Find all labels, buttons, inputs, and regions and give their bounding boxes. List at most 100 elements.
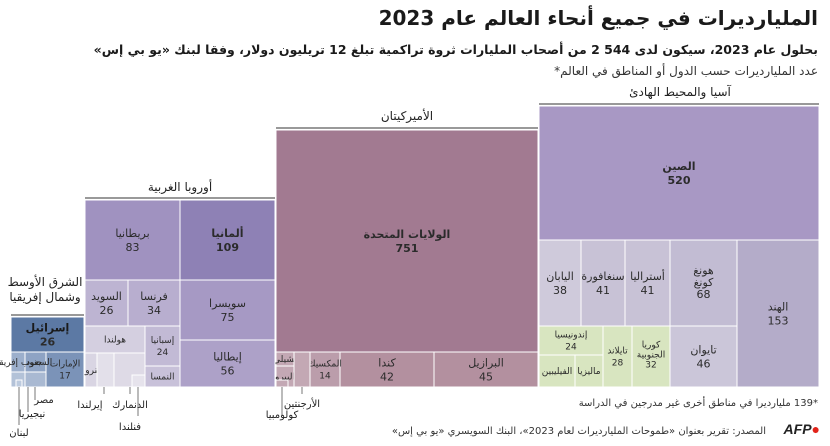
treemap-cell[interactable] — [179, 199, 276, 281]
cell-name-label: البيرو — [274, 373, 295, 383]
cell-value-label: 28 — [612, 359, 624, 369]
cell-name-label: سويسرا — [209, 297, 246, 310]
cell-value-label: 56 — [221, 365, 235, 378]
cell-name-label: الهند — [768, 301, 789, 314]
region-label: آسيا والمحيط الهادئ — [629, 84, 731, 100]
treemap-cell[interactable] — [10, 316, 85, 353]
cell-name-label: إيطاليا — [213, 351, 242, 364]
region-label: أوروبا الغربية — [148, 179, 212, 195]
cell-value-label: 153 — [768, 315, 789, 328]
page-title: المليارديرات في جميع أنحاء العالم عام 20… — [378, 6, 818, 30]
cell-value-label: 38 — [553, 284, 567, 297]
cell-name-label: تايلاند — [607, 347, 628, 357]
treemap-cell[interactable] — [179, 279, 276, 341]
cell-name-label: كوريا الجنوبية — [637, 341, 665, 361]
treemap-cell[interactable] — [538, 325, 604, 356]
treemap-cell[interactable] — [538, 354, 576, 388]
treemap-cell[interactable] — [84, 279, 129, 327]
outside-cell-label: لبنان — [9, 428, 28, 439]
source-note: المصدر: تقرير بعنوان «طموحات المليارديرا… — [391, 426, 766, 437]
treemap-cell[interactable] — [127, 279, 181, 327]
cell-name-label: اليابان — [546, 270, 574, 283]
treemap-cell[interactable] — [275, 129, 539, 353]
region-label: الشرق الأوسط وشمال إفريقيا — [8, 274, 83, 305]
region-label: الأميركيتان — [381, 108, 433, 124]
treemap-cell[interactable] — [15, 379, 23, 388]
cell-value-label: 41 — [596, 284, 610, 297]
treemap-cell[interactable] — [736, 239, 820, 388]
cell-value-label: 26 — [100, 304, 114, 317]
treemap-cell[interactable] — [580, 239, 626, 327]
cell-name-label: ماليزيا — [577, 367, 600, 377]
treemap-cell[interactable] — [624, 239, 671, 327]
cell-value-label: 41 — [641, 284, 655, 297]
cell-value-label: 520 — [668, 174, 691, 187]
outside-cell-label: مصر — [33, 395, 54, 406]
cell-value-label: 68 — [697, 288, 711, 301]
treemap-cell[interactable] — [144, 325, 181, 367]
treemap-cell[interactable] — [24, 371, 47, 388]
cell-name-label: فرنسا — [140, 290, 168, 303]
cell-value-label: 109 — [216, 241, 239, 254]
cell-name-label: تشيلي — [273, 355, 297, 365]
cell-value-label: 24 — [157, 348, 169, 358]
footnote: *139 مليارديرا في مناطق أخرى غير مدرجين … — [578, 398, 818, 409]
cell-value-label: 75 — [221, 311, 235, 324]
cell-value-label: 42 — [380, 371, 394, 384]
treemap-cell[interactable] — [96, 352, 115, 388]
treemap-cell[interactable] — [631, 325, 671, 388]
cell-value-label: 24 — [565, 343, 577, 353]
treemap-cell[interactable] — [433, 351, 539, 388]
outside-cell-label: الأرجنتين — [284, 397, 320, 410]
treemap-cell[interactable] — [309, 351, 341, 388]
outside-cell-label: كولومبيا — [266, 410, 299, 421]
treemap-cell[interactable] — [131, 374, 146, 388]
cell-value-label: 17 — [59, 372, 70, 382]
treemap-cell[interactable] — [84, 325, 146, 354]
cell-name-label: جنوب إفريقيا — [0, 358, 42, 368]
treemap-cell[interactable] — [538, 239, 582, 327]
cell-name-label: سنغافورة — [581, 270, 624, 283]
cell-name-label: السويد — [91, 290, 122, 303]
cell-name-label: كندا — [378, 357, 396, 370]
outside-cell-label: الدنمارك — [112, 400, 148, 411]
treemap-cell[interactable] — [538, 105, 820, 241]
outside-cell-label: إيرلندا — [77, 400, 102, 411]
cell-name-label: إسرائيل — [26, 322, 70, 335]
cell-value-label: 26 — [40, 336, 56, 349]
cell-value-label: 751 — [396, 242, 419, 255]
cell-name-label: الفيليبين — [542, 367, 573, 377]
cell-name-label: الصين — [662, 160, 695, 173]
cell-name-label: هولندا — [104, 336, 126, 346]
cell-name-label: النمسا — [151, 373, 175, 383]
cell-name-label: هونغ كونغ — [693, 264, 714, 289]
treemap-cell[interactable] — [339, 351, 435, 388]
treemap-cell[interactable] — [84, 199, 181, 281]
afp-logo: AFP● — [783, 421, 820, 437]
treemap-cell[interactable] — [669, 325, 738, 388]
treemap-cell[interactable] — [602, 325, 633, 388]
outside-cell-label: فنلندا — [119, 422, 141, 433]
metric-note: عدد المليارديرات حسب الدول أو المناطق في… — [554, 64, 818, 78]
cell-name-label: النروج — [79, 366, 102, 376]
cell-name-label: البرازيل — [468, 357, 504, 370]
cell-name-label: المكسيك — [308, 360, 342, 370]
treemap-cell[interactable] — [293, 351, 311, 388]
subtitle: بحلول عام 2023، سيكون لدى 544 2 من أصحاب… — [93, 42, 818, 57]
cell-value-label: 34 — [147, 304, 161, 317]
cell-name-label: ألمانيا — [211, 226, 243, 240]
cell-name-label: السعودية — [19, 358, 53, 368]
cell-name-label: إندونيسيا — [555, 331, 588, 341]
treemap-cell[interactable] — [275, 379, 289, 388]
cell-value-label: 14 — [319, 372, 331, 382]
cell-value-label: 83 — [126, 241, 140, 254]
cell-name-label: الإمارات — [50, 360, 81, 370]
treemap-cell[interactable] — [669, 239, 738, 327]
cell-name-label: بريطانيا — [115, 227, 149, 240]
cell-value-label: 45 — [479, 371, 493, 384]
cell-name-label: أستراليا — [630, 269, 665, 283]
treemap-cell[interactable] — [179, 339, 276, 388]
cell-name-label: إسبانيا — [151, 336, 174, 346]
